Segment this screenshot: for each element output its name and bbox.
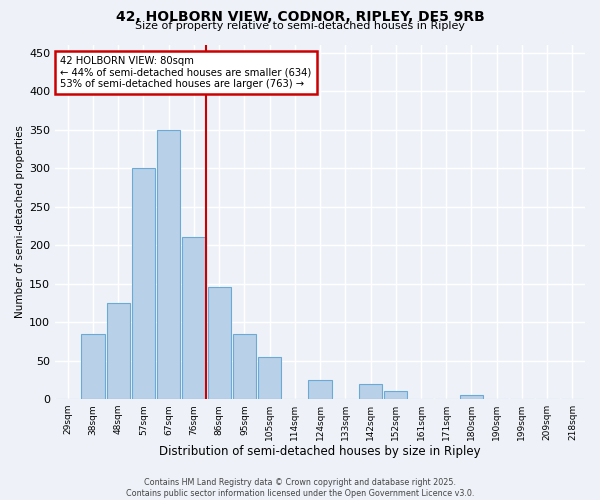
- Text: Contains HM Land Registry data © Crown copyright and database right 2025.
Contai: Contains HM Land Registry data © Crown c…: [126, 478, 474, 498]
- Bar: [182, 238, 206, 399]
- Bar: [460, 395, 483, 399]
- Bar: [384, 392, 407, 399]
- Bar: [208, 288, 231, 399]
- X-axis label: Distribution of semi-detached houses by size in Ripley: Distribution of semi-detached houses by …: [159, 444, 481, 458]
- Bar: [132, 168, 155, 399]
- Bar: [308, 380, 332, 399]
- Bar: [359, 384, 382, 399]
- Text: Size of property relative to semi-detached houses in Ripley: Size of property relative to semi-detach…: [135, 21, 465, 31]
- Bar: [107, 303, 130, 399]
- Bar: [82, 334, 104, 399]
- Bar: [157, 130, 180, 399]
- Bar: [258, 357, 281, 399]
- Text: 42, HOLBORN VIEW, CODNOR, RIPLEY, DE5 9RB: 42, HOLBORN VIEW, CODNOR, RIPLEY, DE5 9R…: [116, 10, 484, 24]
- Bar: [233, 334, 256, 399]
- Text: 42 HOLBORN VIEW: 80sqm
← 44% of semi-detached houses are smaller (634)
53% of se: 42 HOLBORN VIEW: 80sqm ← 44% of semi-det…: [61, 56, 312, 89]
- Y-axis label: Number of semi-detached properties: Number of semi-detached properties: [15, 126, 25, 318]
